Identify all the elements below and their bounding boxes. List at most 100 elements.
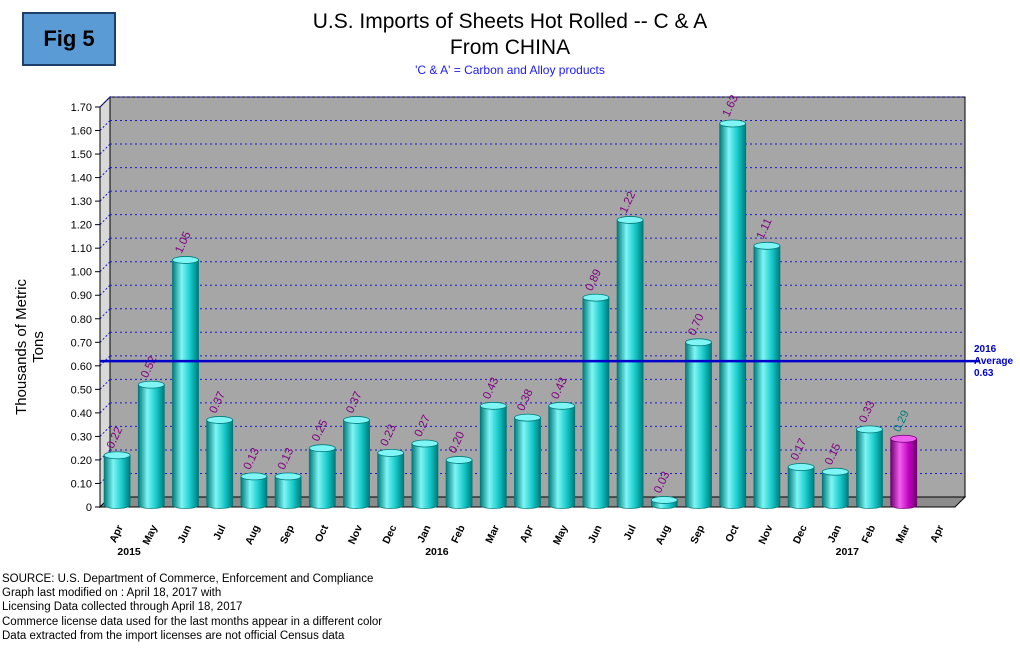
x-tick-label: Sep — [688, 523, 707, 546]
y-tick-label: 0 — [86, 502, 92, 514]
bar — [719, 119, 747, 509]
x-tick-label: Jun — [586, 523, 605, 545]
bar-body — [582, 297, 610, 509]
bar — [856, 425, 883, 509]
bar-body — [343, 419, 370, 509]
bar — [274, 472, 302, 509]
y-tick-label: 0.80 — [71, 314, 92, 326]
bar — [514, 413, 541, 509]
x-tick-label: Jun — [175, 523, 194, 545]
source-line: SOURCE: U.S. Department of Commerce, Enf… — [2, 573, 374, 585]
bar-cap — [616, 216, 644, 224]
source-line: Graph last modified on : April 18, 2017 … — [2, 587, 222, 600]
bar-body — [479, 405, 507, 509]
bar-body — [308, 447, 336, 509]
year-label: 2015 — [117, 546, 141, 558]
bar-body — [445, 459, 473, 509]
average-label-line: Average — [974, 356, 1014, 367]
bar — [890, 434, 918, 509]
x-tick-label: Apr — [518, 523, 537, 544]
x-tick-label: Dec — [380, 523, 399, 546]
y-tick-label: 0.70 — [71, 337, 92, 349]
bar — [308, 444, 336, 509]
x-tick-label: Sep — [278, 523, 297, 546]
bar-cap — [582, 293, 610, 302]
bar-body — [103, 454, 131, 509]
bar-cap — [890, 434, 918, 443]
bar-body — [137, 384, 165, 509]
bar-cap — [377, 448, 405, 457]
bar-cap — [274, 472, 302, 481]
bar-cap — [343, 416, 370, 424]
bar — [377, 448, 405, 509]
bar-cap — [514, 413, 541, 422]
year-label: 2016 — [425, 546, 449, 558]
x-tick-label: Apr — [107, 523, 126, 544]
y-tick-label: 1.30 — [71, 196, 92, 208]
bar — [787, 463, 815, 509]
bar-cap — [172, 256, 199, 264]
bar-cap — [103, 451, 131, 460]
bar — [582, 293, 610, 509]
bar-cap — [479, 401, 507, 410]
bar-cap — [206, 416, 234, 424]
average-label: 2016 Average 0.63 — [974, 344, 1013, 380]
y-tick-label: 1.40 — [71, 173, 92, 185]
bar — [240, 472, 268, 509]
x-tick-label: Apr — [928, 523, 947, 544]
bar-body — [787, 466, 815, 509]
y-tick-label: 1.00 — [71, 267, 92, 279]
year-label: 2017 — [836, 546, 860, 558]
bar-body — [719, 123, 747, 509]
y-tick-label: 0.30 — [71, 431, 92, 443]
source-line: Data extracted from the import licenses … — [2, 629, 345, 642]
x-tick-label: Dec — [791, 523, 810, 546]
chart-title-line2: From CHINA — [449, 36, 571, 59]
x-tick-label: Jul — [622, 523, 639, 542]
bar — [103, 451, 131, 509]
x-tick-label: Jan — [825, 523, 844, 544]
y-tick-label: 0.40 — [71, 408, 92, 420]
source-line: Licensing Data collected through April 1… — [2, 601, 243, 614]
bar — [821, 467, 849, 509]
bar-body — [616, 219, 644, 509]
x-tick-label: Jan — [415, 523, 434, 544]
x-tick-label: Nov — [346, 523, 365, 546]
chart-subtitle: 'C & A' = Carbon and Alloy products — [415, 63, 605, 77]
chart-title: U.S. Imports of Sheets Hot Rolled -- C &… — [312, 10, 708, 33]
x-tick-label: Oct — [723, 523, 741, 544]
x-tick-label: Mar — [894, 523, 913, 545]
source-notes: SOURCE: U.S. Department of Commerce, Enf… — [2, 572, 382, 643]
average-label-line: 0.63 — [974, 368, 994, 379]
bar-body — [172, 259, 199, 509]
y-tick-label: 0.60 — [71, 361, 92, 373]
bar-cap — [137, 380, 165, 389]
bar-body — [753, 245, 781, 509]
bar-cap — [445, 456, 473, 464]
y-tick-label: 1.50 — [71, 149, 92, 161]
bar-cap — [856, 425, 883, 434]
x-tick-label: Jul — [211, 523, 228, 542]
y-tick-label: 1.60 — [71, 126, 92, 138]
y-tick-label: 0.50 — [71, 384, 92, 396]
bar-body — [411, 443, 439, 509]
bar — [137, 380, 165, 509]
bar — [445, 456, 473, 509]
bar-cap — [719, 119, 747, 128]
figure-badge: Fig 5 — [22, 12, 116, 66]
y-tick-label: 1.10 — [71, 243, 92, 255]
bar-cap — [650, 496, 678, 504]
bar — [206, 416, 234, 509]
bar — [479, 401, 507, 509]
x-tick-label: Aug — [243, 523, 263, 547]
x-tick-label: Mar — [483, 523, 502, 545]
x-tick-label: May — [141, 523, 161, 547]
bar-body — [274, 476, 302, 509]
bar-cap — [753, 241, 781, 250]
bar-cap — [787, 463, 815, 471]
y-tick-label: 0.10 — [71, 478, 92, 490]
x-tick-label: May — [551, 523, 571, 547]
bar — [685, 338, 712, 509]
x-tick-label: Aug — [654, 523, 674, 547]
